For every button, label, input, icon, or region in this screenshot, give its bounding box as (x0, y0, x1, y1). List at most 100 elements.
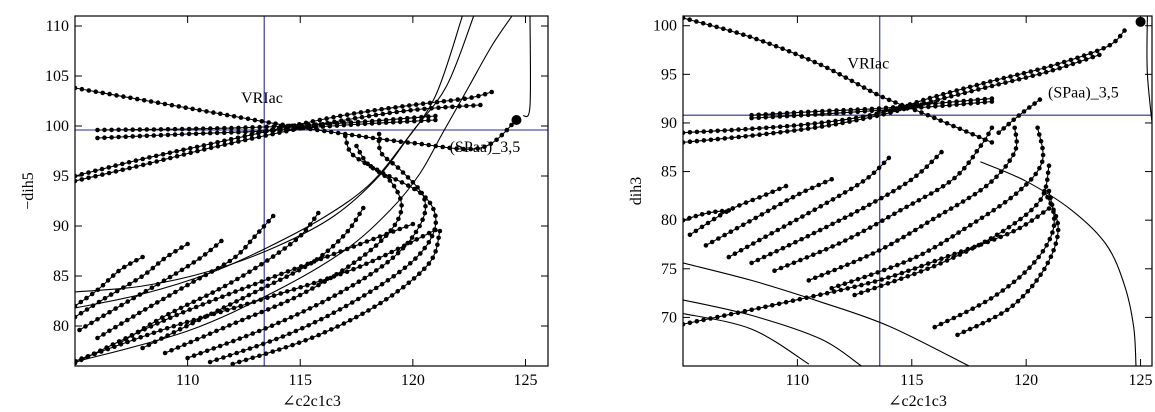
data-point (238, 303, 243, 309)
data-point (326, 296, 331, 302)
data-point (934, 93, 939, 99)
data-point (401, 284, 406, 290)
data-point (812, 275, 818, 281)
data-point (818, 204, 824, 209)
data-point (145, 270, 150, 275)
data-point (994, 232, 1000, 238)
data-point (338, 271, 343, 277)
data-point (469, 95, 474, 100)
data-point (384, 156, 390, 162)
data-point (140, 162, 146, 168)
data-point (139, 274, 144, 280)
data-point (454, 146, 459, 151)
data-point (391, 138, 397, 144)
data-point (956, 230, 961, 235)
data-point (332, 293, 338, 298)
data-point (757, 237, 762, 243)
data-point (114, 93, 119, 98)
data-point (1042, 188, 1047, 194)
data-point (127, 165, 132, 171)
series-5 (75, 254, 145, 309)
data-point (1039, 159, 1045, 165)
data-point (819, 272, 824, 278)
data-point (107, 328, 112, 334)
data-point (1001, 126, 1006, 131)
data-point (976, 87, 981, 92)
data-point (200, 126, 206, 131)
data-point (719, 208, 725, 214)
data-point (843, 75, 849, 80)
plot-area (75, 16, 548, 366)
series-0 (683, 16, 995, 145)
data-point (989, 99, 995, 104)
data-point (1010, 78, 1015, 84)
data-point (282, 246, 288, 251)
data-point (988, 296, 994, 301)
data-point (222, 138, 227, 144)
data-point (264, 128, 269, 134)
data-point (404, 224, 409, 229)
data-point (1019, 186, 1024, 192)
data-point (482, 144, 487, 150)
data-point (792, 128, 797, 133)
data-point (377, 145, 382, 151)
data-point (143, 288, 149, 294)
data-point (976, 134, 982, 140)
data-point (1004, 231, 1010, 237)
x-tick-label: 120 (401, 372, 425, 389)
data-point (817, 227, 823, 233)
data-point (254, 343, 259, 349)
data-point (1011, 152, 1016, 158)
data-point (858, 290, 864, 296)
data-point (259, 119, 265, 124)
data-point (857, 256, 863, 262)
data-point (1012, 221, 1018, 226)
data-point (1032, 101, 1037, 106)
data-point (790, 298, 796, 304)
data-point (966, 195, 972, 201)
data-point (974, 149, 980, 154)
data-point (344, 269, 350, 275)
data-point (848, 110, 853, 115)
data-point (197, 276, 202, 281)
data-point (346, 147, 352, 152)
data-point (838, 287, 844, 293)
data-point (238, 115, 244, 120)
data-point (113, 324, 118, 330)
data-point (1018, 216, 1023, 222)
data-point (184, 319, 190, 325)
data-point (890, 107, 896, 112)
data-point (944, 258, 950, 263)
data-point (970, 306, 975, 312)
data-point (1028, 69, 1034, 74)
data-point (992, 314, 998, 320)
data-point (391, 183, 397, 189)
data-point (371, 236, 376, 242)
data-point (288, 315, 294, 320)
data-point (356, 296, 361, 302)
data-point (750, 133, 755, 138)
data-point (430, 255, 436, 261)
data-point (109, 135, 114, 140)
data-point (107, 91, 112, 97)
data-point (883, 245, 888, 250)
data-point (947, 90, 953, 95)
data-point (305, 282, 310, 288)
data-point (848, 186, 854, 192)
data-point (127, 281, 132, 287)
data-point (433, 227, 438, 233)
data-point (1070, 61, 1076, 67)
data-point (728, 311, 734, 317)
data-point (851, 259, 857, 265)
data-point (755, 257, 761, 263)
series-15 (955, 188, 1061, 338)
data-point (269, 323, 275, 329)
data-point (346, 264, 351, 270)
data-point (760, 39, 766, 44)
data-point (965, 246, 971, 252)
data-point (408, 261, 413, 266)
data-point (247, 269, 252, 275)
data-point (764, 131, 769, 137)
data-point (1053, 241, 1059, 246)
data-point (1037, 71, 1042, 77)
